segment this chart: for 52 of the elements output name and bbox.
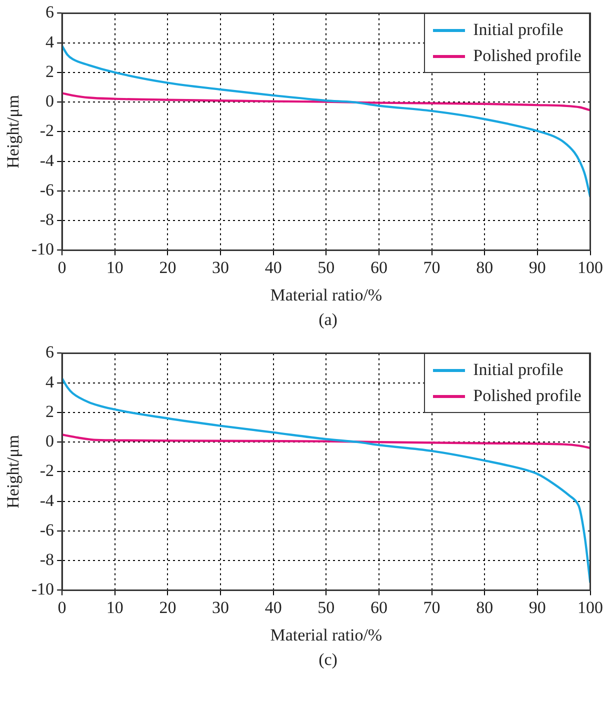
y-tick-label: -2 — [40, 461, 54, 480]
x-tick-label: 90 — [528, 258, 546, 277]
x-tick-label: 40 — [264, 598, 282, 617]
x-tick-label: 30 — [212, 258, 230, 277]
x-axis-title: Material ratio/% — [270, 285, 382, 304]
x-tick-label: 70 — [423, 598, 440, 617]
x-tick-label: 50 — [318, 598, 335, 617]
x-tick-label: 50 — [318, 258, 335, 277]
y-tick-label: -4 — [40, 150, 55, 170]
x-tick-label: 20 — [159, 598, 176, 617]
y-tick-label: -8 — [40, 210, 54, 230]
y-tick-label: 6 — [46, 342, 54, 362]
legend-label: Polished profile — [473, 45, 582, 68]
x-tick-label: 70 — [423, 258, 440, 277]
x-axis-title: Material ratio/% — [270, 625, 382, 644]
line-series — [62, 377, 590, 584]
text: (a) — [318, 310, 338, 331]
y-tick-label: -8 — [40, 550, 54, 570]
y-tick-label: 6 — [46, 2, 54, 22]
y-tick-label: -6 — [40, 520, 54, 540]
x-tick-label: 100 — [578, 598, 603, 617]
y-tick-label: 4 — [46, 32, 55, 52]
x-tick-label: 40 — [264, 258, 282, 277]
legend-label: Initial profile — [473, 359, 564, 382]
legend-label: Polished profile — [473, 385, 582, 408]
line-series — [62, 44, 590, 198]
y-tick-label: 0 — [46, 432, 54, 451]
y-axis-title: Height/μm — [4, 435, 23, 508]
x-tick-label: 60 — [370, 258, 388, 277]
x-tick-label: 100 — [578, 258, 603, 277]
x-tick-label: 80 — [476, 258, 494, 277]
text: (c) — [318, 650, 338, 671]
y-tick-label: -10 — [31, 240, 54, 259]
x-tick-label: 10 — [106, 598, 124, 617]
y-tick-label: -4 — [40, 490, 55, 510]
y-tick-label: -2 — [40, 121, 54, 140]
x-tick-label: 30 — [212, 598, 230, 617]
y-tick-label: -10 — [31, 580, 54, 599]
y-tick-label: -6 — [40, 180, 54, 200]
y-axis-title: Height/μm — [4, 95, 23, 168]
y-tick-label: 2 — [46, 62, 54, 81]
x-tick-label: 80 — [476, 598, 494, 617]
x-tick-label: 20 — [159, 258, 176, 277]
y-tick-label: 2 — [46, 402, 54, 421]
x-tick-label: 90 — [528, 598, 546, 617]
x-tick-label: 10 — [106, 258, 124, 277]
legend-label: Initial profile — [473, 19, 564, 42]
line-series — [62, 92, 590, 112]
x-tick-label: 60 — [370, 598, 388, 617]
y-tick-label: 4 — [46, 372, 55, 392]
line-series — [62, 434, 590, 450]
y-tick-label: 0 — [46, 92, 54, 111]
